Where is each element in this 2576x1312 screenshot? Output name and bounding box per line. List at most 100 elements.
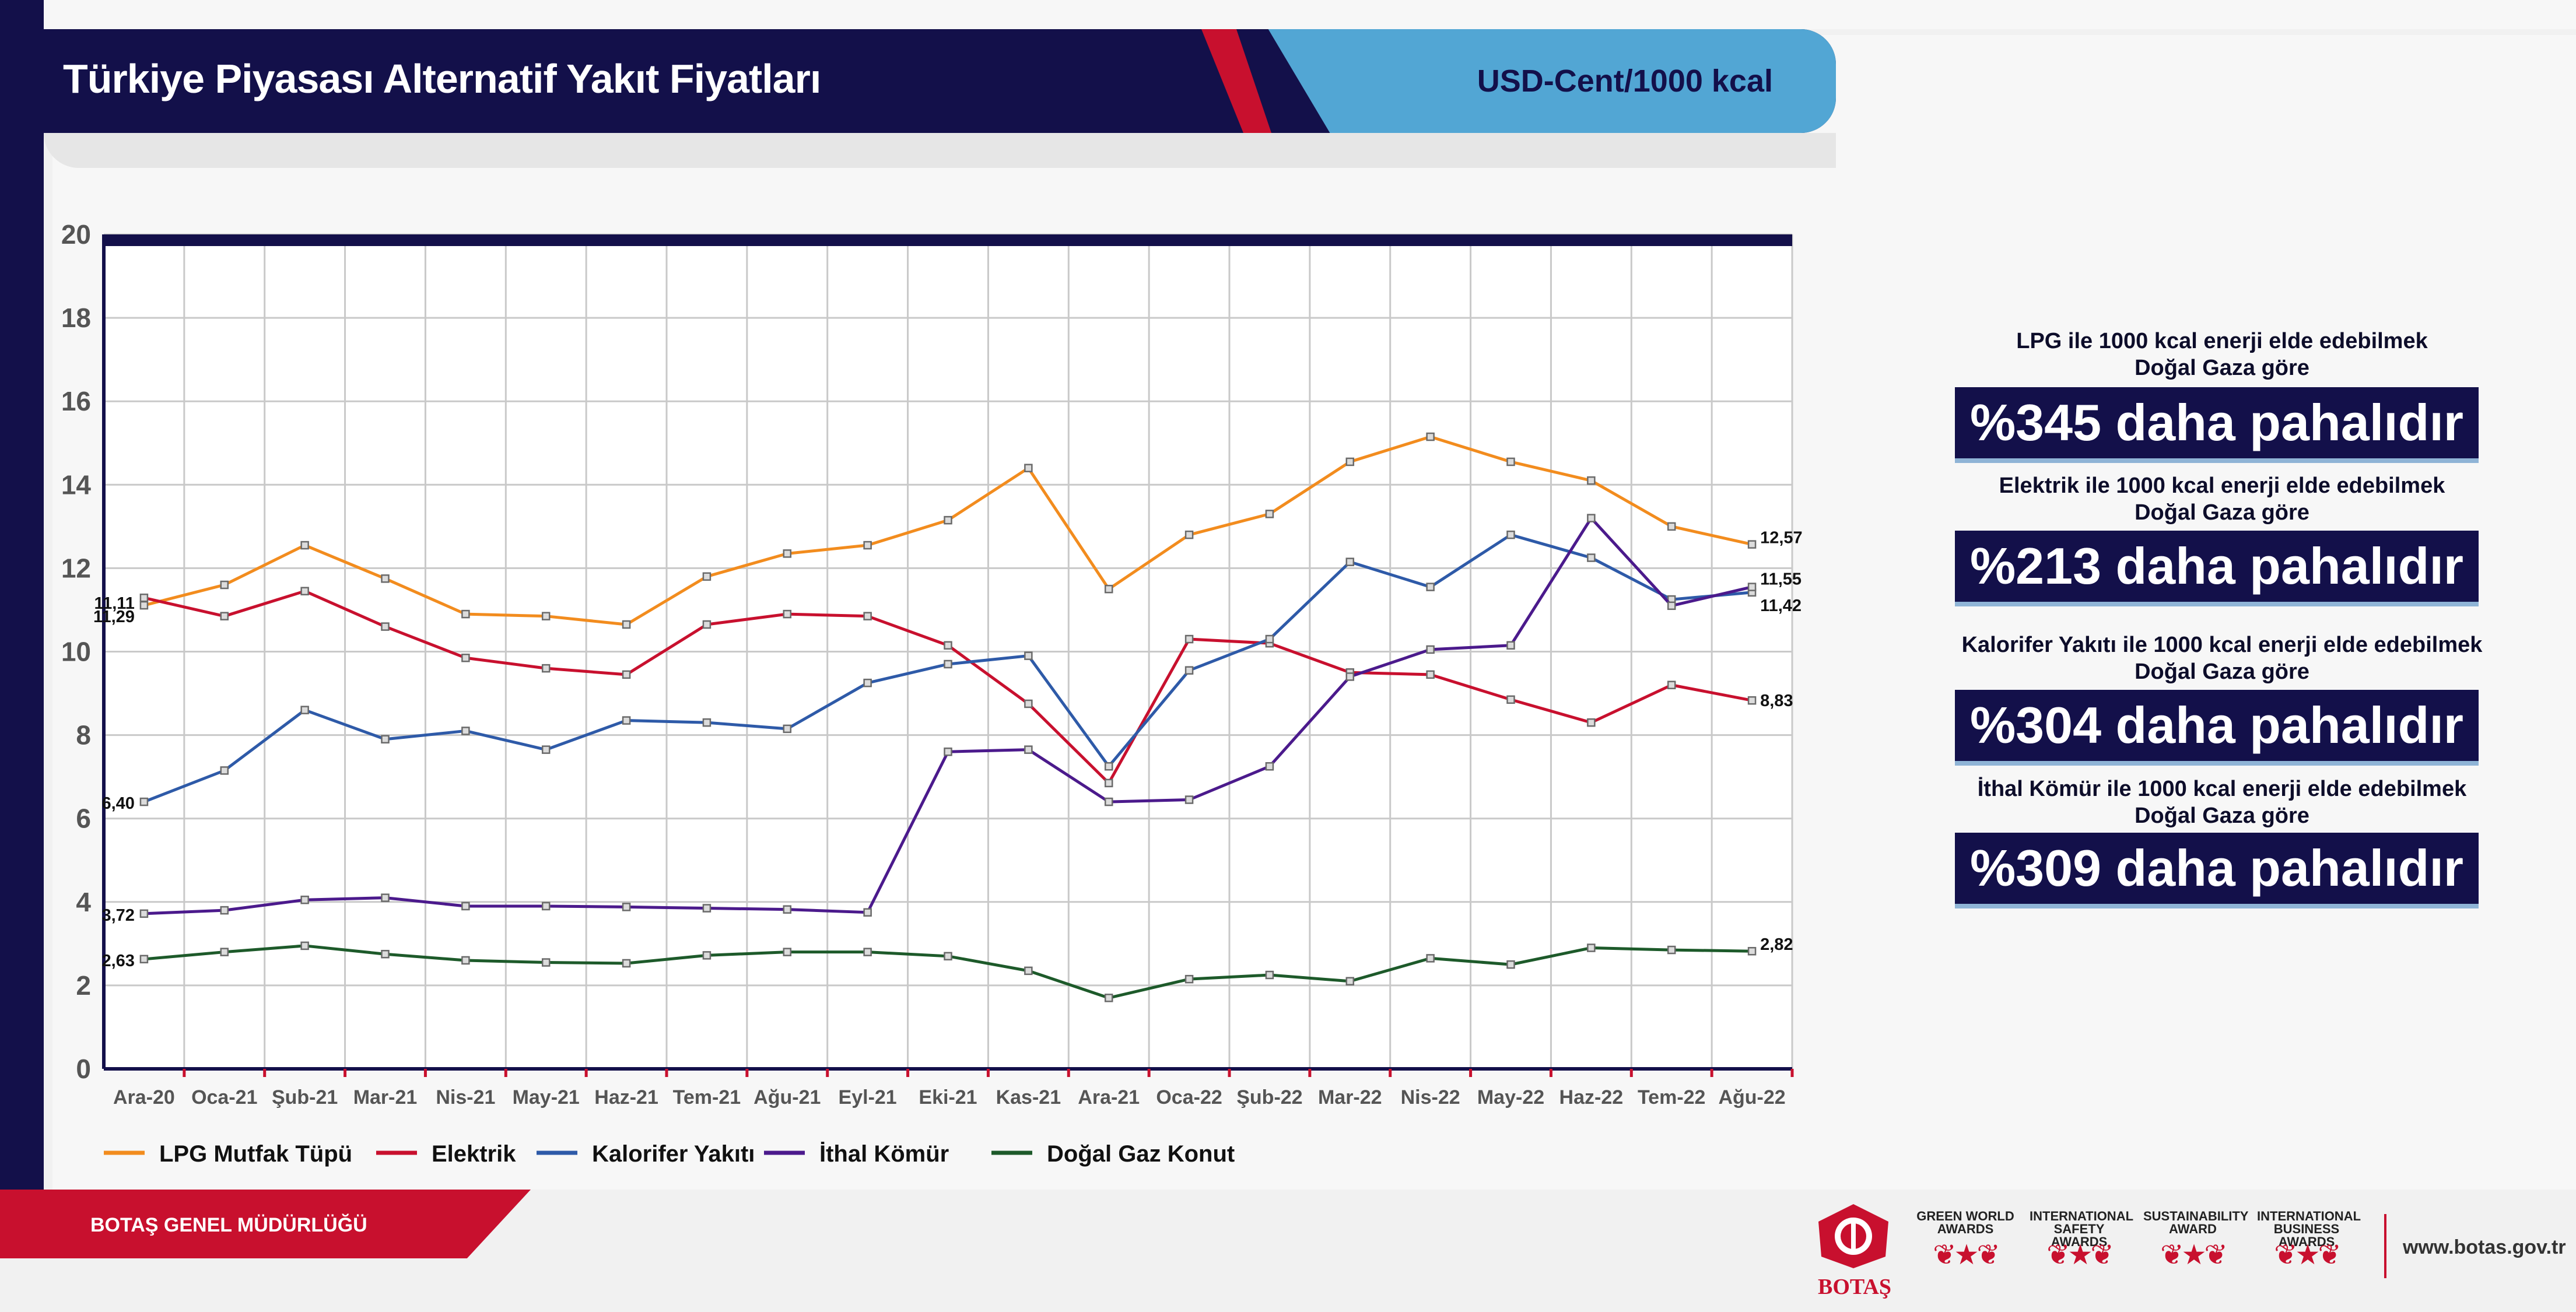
data-point	[541, 664, 551, 673]
y-tick-label: 0	[76, 1054, 91, 1084]
data-point	[1024, 699, 1033, 708]
x-axis-ticks: Ara-20 Oca-21 Şub-21 Mar-21 Nis-21 May-21 Haz-…	[113, 1069, 1794, 1108]
chart-legend: LPG Mutfak Tüpü Elektrik Kalorifer Yakıtı İ…	[104, 1141, 1235, 1167]
data-point	[139, 909, 149, 918]
data-point	[1345, 557, 1355, 566]
data-point	[220, 906, 229, 915]
data-point	[702, 951, 712, 960]
data-point	[863, 678, 872, 687]
data-point	[1184, 795, 1194, 804]
data-point	[300, 895, 309, 904]
last-value-label: 11,42	[1760, 597, 1802, 615]
laurel-icon: ❦★❦	[2274, 1240, 2341, 1271]
award-sustainability: SUSTAINABILITY AWARD ❦★❦	[2143, 1210, 2248, 1273]
data-point	[1184, 634, 1194, 644]
botas-logo-icon	[1818, 1204, 1888, 1268]
data-point	[541, 958, 551, 967]
legend-label: Doğal Gaz Konut	[1047, 1141, 1235, 1167]
laurel-icon: ❦★❦	[1933, 1240, 2000, 1271]
last-value-label: 12,57	[1760, 529, 1803, 548]
y-tick-label: 6	[76, 804, 91, 834]
data-point	[1426, 670, 1435, 679]
award-business: INTERNATIONAL BUSINESS AWARDS ❦★❦	[2257, 1210, 2361, 1273]
data-point	[702, 718, 712, 727]
x-tick-label: Nis-21	[436, 1086, 495, 1108]
y-tick-label: 14	[61, 469, 92, 500]
data-point	[1104, 762, 1113, 771]
data-point	[1345, 977, 1355, 985]
y-tick-label: 18	[61, 303, 91, 333]
legend-label: Kalorifer Yakıtı	[592, 1141, 755, 1167]
data-point	[783, 905, 792, 914]
legend-label: Elektrik	[432, 1141, 516, 1167]
plot-top-band	[104, 234, 1792, 246]
data-point	[220, 612, 229, 620]
data-point	[139, 593, 149, 602]
x-tick-label: Haz-22	[1559, 1086, 1624, 1108]
data-point	[139, 601, 149, 610]
chart-grid	[102, 233, 1793, 1071]
data-point	[863, 541, 872, 550]
data-point	[461, 901, 470, 911]
data-point	[702, 620, 712, 629]
laurel-icon: ❦★❦	[2046, 1240, 2114, 1271]
data-point	[1747, 696, 1757, 705]
data-point	[461, 609, 470, 619]
data-point	[622, 959, 631, 968]
data-point	[1426, 583, 1435, 591]
note-elektrik-text: Elektrik ile 1000 kcal enerji elde edebi…	[1999, 473, 2445, 525]
x-tick-label: Oca-22	[1156, 1086, 1222, 1108]
x-tick-label: Nis-22	[1401, 1086, 1460, 1108]
data-point	[1587, 514, 1596, 522]
data-point	[381, 735, 390, 744]
website-link[interactable]: www.botas.gov.tr	[2403, 1236, 2566, 1258]
data-point	[1667, 522, 1676, 531]
data-labels: 11,11 12,57 11,29 8,83 6,40 11,42 3,72 11,55 2,6…	[93, 529, 1803, 970]
note-lpg-value: %345 daha pahalıdır	[1955, 387, 2479, 463]
data-point	[1667, 945, 1676, 955]
data-point	[1506, 457, 1515, 466]
award-safety: INTERNATIONAL SAFETY AWARDS ❦★❦	[2030, 1210, 2133, 1273]
x-tick-label: Tem-22	[1638, 1086, 1706, 1108]
data-point	[863, 908, 872, 917]
data-point	[1024, 651, 1033, 660]
data-point	[1506, 695, 1515, 704]
note-komur-value: %309 daha pahalıdır	[1955, 833, 2479, 908]
unit-bar	[1268, 29, 1836, 133]
data-point	[461, 956, 470, 965]
data-point	[541, 745, 551, 754]
data-point	[783, 724, 792, 734]
last-value-label: 2,82	[1760, 935, 1793, 954]
x-tick-label: Eki-21	[919, 1086, 977, 1108]
laurel-icon: ❦★❦	[2160, 1240, 2227, 1271]
footer-org: BOTAŞ GENEL MÜDÜRLÜĞÜ	[90, 1214, 367, 1236]
data-point	[1265, 634, 1274, 644]
data-point	[1184, 530, 1194, 539]
data-point	[1587, 943, 1596, 952]
data-point	[1747, 946, 1757, 956]
data-point	[1506, 960, 1515, 969]
data-point	[461, 653, 470, 662]
data-point	[1104, 994, 1113, 1002]
data-point	[1024, 745, 1033, 754]
data-point	[944, 641, 952, 650]
data-point	[139, 955, 149, 964]
data-point	[1426, 645, 1435, 654]
x-tick-label: May-21	[513, 1086, 580, 1108]
y-tick-label: 20	[61, 219, 91, 250]
footer-separator	[2384, 1214, 2386, 1278]
data-point	[381, 574, 390, 583]
data-point	[220, 580, 229, 590]
data-point	[1184, 974, 1194, 984]
note-komur-text: İthal Kömür ile 1000 kcal enerji elde ed…	[1977, 777, 2467, 828]
data-point	[541, 901, 551, 911]
data-point	[381, 622, 390, 631]
x-tick-label: Tem-21	[673, 1086, 741, 1108]
note-lpg-text: LPG ile 1000 kcal enerji elde edebilmek D…	[2016, 329, 2428, 380]
x-tick-label: Mar-22	[1318, 1086, 1382, 1108]
logo-text: BOTAŞ	[1817, 1275, 1891, 1299]
left-sidebar-band	[0, 0, 44, 1190]
data-point	[1506, 530, 1515, 539]
data-point	[381, 893, 390, 902]
data-point	[1024, 966, 1033, 976]
